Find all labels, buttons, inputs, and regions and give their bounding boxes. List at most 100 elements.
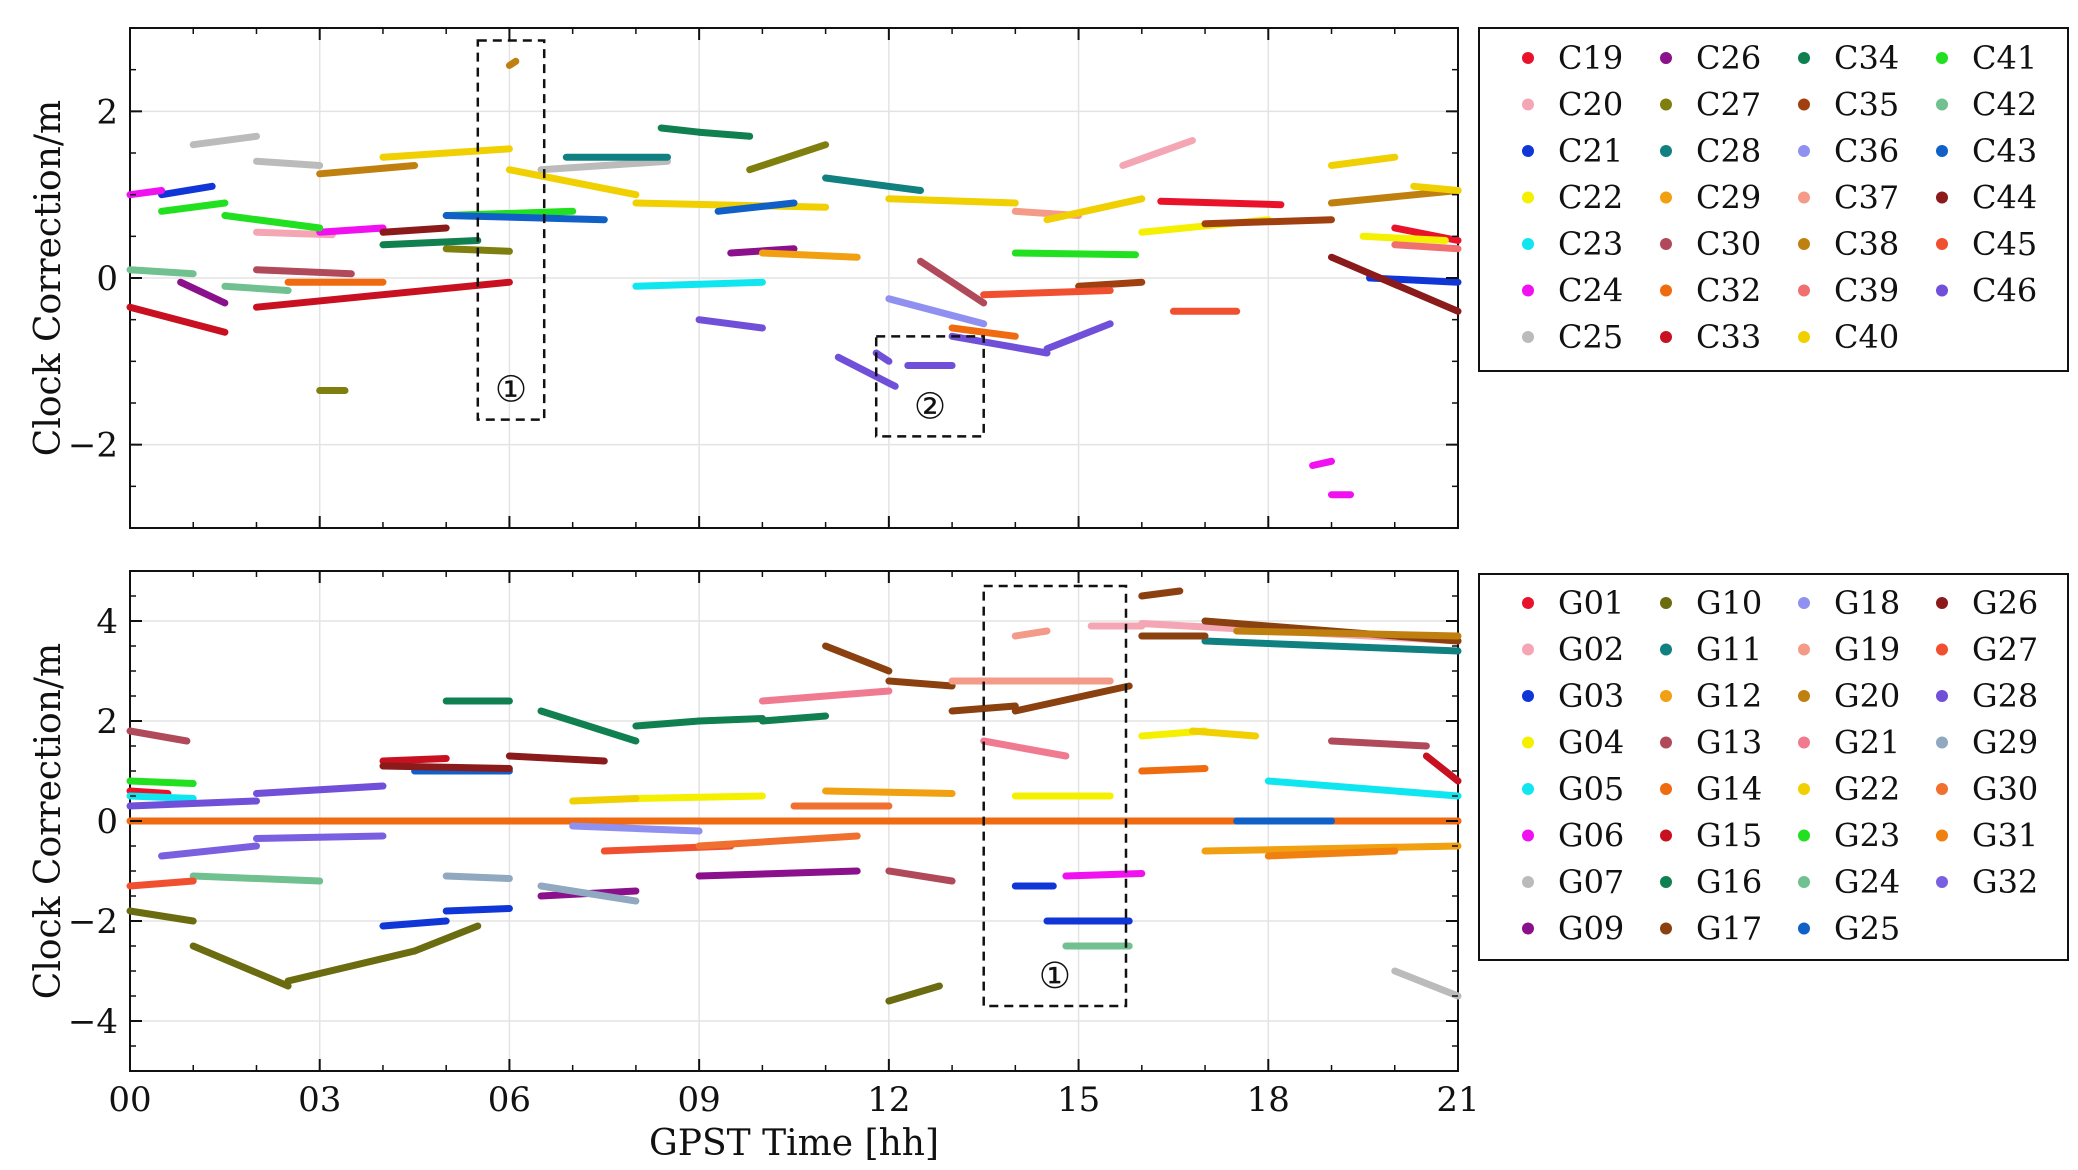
data-trace xyxy=(189,942,292,990)
legend-label: G22 xyxy=(1834,770,1900,808)
series-C36 xyxy=(885,295,988,328)
legend-item-C41: C41 xyxy=(1936,39,2037,77)
legend-item-G30: G30 xyxy=(1936,770,2038,808)
x-tick-label: 21 xyxy=(1436,1080,1479,1120)
annotation-box xyxy=(476,39,546,421)
legend-label: C23 xyxy=(1558,225,1623,263)
legend-label: C27 xyxy=(1696,86,1761,124)
legend-marker xyxy=(1798,145,1810,157)
series-C45 xyxy=(980,287,1241,315)
legend-label: G16 xyxy=(1696,863,1762,901)
top-y-axis-label: Clock Correction/m xyxy=(28,100,69,456)
legend-item-G15: G15 xyxy=(1660,817,1762,855)
series-C32 xyxy=(284,278,1019,340)
legend-marker xyxy=(1660,876,1672,888)
data-trace xyxy=(632,792,766,802)
legend-item-C20: C20 xyxy=(1522,86,1623,124)
data-trace xyxy=(505,57,520,69)
data-trace xyxy=(505,166,640,199)
data-trace xyxy=(1043,320,1114,353)
legend-label: G31 xyxy=(1972,817,2038,855)
series-C43 xyxy=(442,199,798,224)
x-tick-label: 18 xyxy=(1247,1080,1290,1120)
data-trace xyxy=(189,872,324,885)
legend-marker xyxy=(1660,145,1672,157)
series-C46 xyxy=(695,316,1114,390)
legend-marker xyxy=(1660,597,1672,609)
legend-label: G20 xyxy=(1834,677,1900,715)
bottom-legend-frame xyxy=(1478,573,2069,961)
legend-marker xyxy=(1660,284,1672,297)
y-tick-label: −2 xyxy=(68,426,118,466)
legend-marker xyxy=(1936,597,1948,609)
data-trace xyxy=(126,797,260,810)
data-trace xyxy=(1264,847,1399,860)
legend-label: G17 xyxy=(1696,910,1762,948)
legend-label: C39 xyxy=(1834,272,1899,310)
legend-item-C43: C43 xyxy=(1936,132,2037,170)
legend-label: C32 xyxy=(1696,272,1761,310)
series-C25 xyxy=(189,132,671,174)
series-G30 xyxy=(695,802,893,850)
legend-marker xyxy=(1798,736,1810,749)
legend-label: G06 xyxy=(1558,817,1624,855)
legend-marker xyxy=(1522,597,1534,609)
legend-label: G11 xyxy=(1696,631,1762,669)
legend-item-C21: C21 xyxy=(1522,132,1623,170)
legend-item-C40: C40 xyxy=(1798,318,1899,356)
legend-marker xyxy=(1798,643,1810,656)
legend-marker xyxy=(1936,783,1948,795)
series-G05 xyxy=(126,777,1462,802)
legend-item-G27: G27 xyxy=(1936,631,2038,669)
series-G31 xyxy=(1264,847,1399,860)
data-trace xyxy=(822,642,893,675)
bottom-data xyxy=(126,587,1462,1005)
legend-marker xyxy=(1936,876,1948,888)
legend-label: G13 xyxy=(1696,724,1762,762)
data-trace xyxy=(158,842,260,860)
series-G03 xyxy=(379,882,1133,930)
legend-marker xyxy=(1936,829,1948,842)
legend-item-C29: C29 xyxy=(1660,179,1761,217)
legend-label: G18 xyxy=(1834,584,1900,622)
legend-item-C35: C35 xyxy=(1798,86,1899,124)
legend-label: G30 xyxy=(1972,770,2038,808)
data-trace xyxy=(1138,765,1209,775)
legend-marker xyxy=(1660,829,1672,842)
data-trace xyxy=(695,867,861,880)
legend-item-G21: G21 xyxy=(1798,724,1900,762)
legend-item-C22: C22 xyxy=(1522,179,1623,217)
legend-label: C25 xyxy=(1558,318,1623,356)
series-G17 xyxy=(822,587,1462,715)
legend-marker xyxy=(1522,331,1534,343)
data-trace xyxy=(1119,137,1196,169)
legend-marker xyxy=(1522,98,1534,111)
data-trace xyxy=(1391,967,1462,1000)
data-trace xyxy=(885,867,956,885)
data-trace xyxy=(695,715,766,725)
legend-item-G03: G03 xyxy=(1522,677,1624,715)
data-trace xyxy=(126,303,229,336)
legend-item-G29: G29 xyxy=(1936,724,2038,762)
data-trace xyxy=(126,907,197,925)
legend-marker xyxy=(1936,98,1948,111)
series-G16 xyxy=(442,697,830,745)
legend-item-G24: G24 xyxy=(1798,863,1900,901)
legend-item-G32: G32 xyxy=(1936,863,2038,901)
series-C35 xyxy=(1075,216,1335,290)
legend-item-G25: G25 xyxy=(1798,910,1900,948)
data-trace xyxy=(1011,249,1139,259)
data-trace xyxy=(505,752,608,765)
legend-marker xyxy=(1522,238,1534,250)
data-trace xyxy=(1422,752,1462,785)
legend-item-C23: C23 xyxy=(1522,225,1623,263)
legend-marker xyxy=(1936,191,1948,204)
legend-item-G07: G07 xyxy=(1522,863,1624,901)
data-trace xyxy=(537,157,671,174)
data-trace xyxy=(379,762,513,772)
legend-label: G21 xyxy=(1834,724,1900,762)
series-G14 xyxy=(126,765,1462,825)
legend-marker xyxy=(1660,238,1672,250)
top-data xyxy=(126,57,1462,499)
